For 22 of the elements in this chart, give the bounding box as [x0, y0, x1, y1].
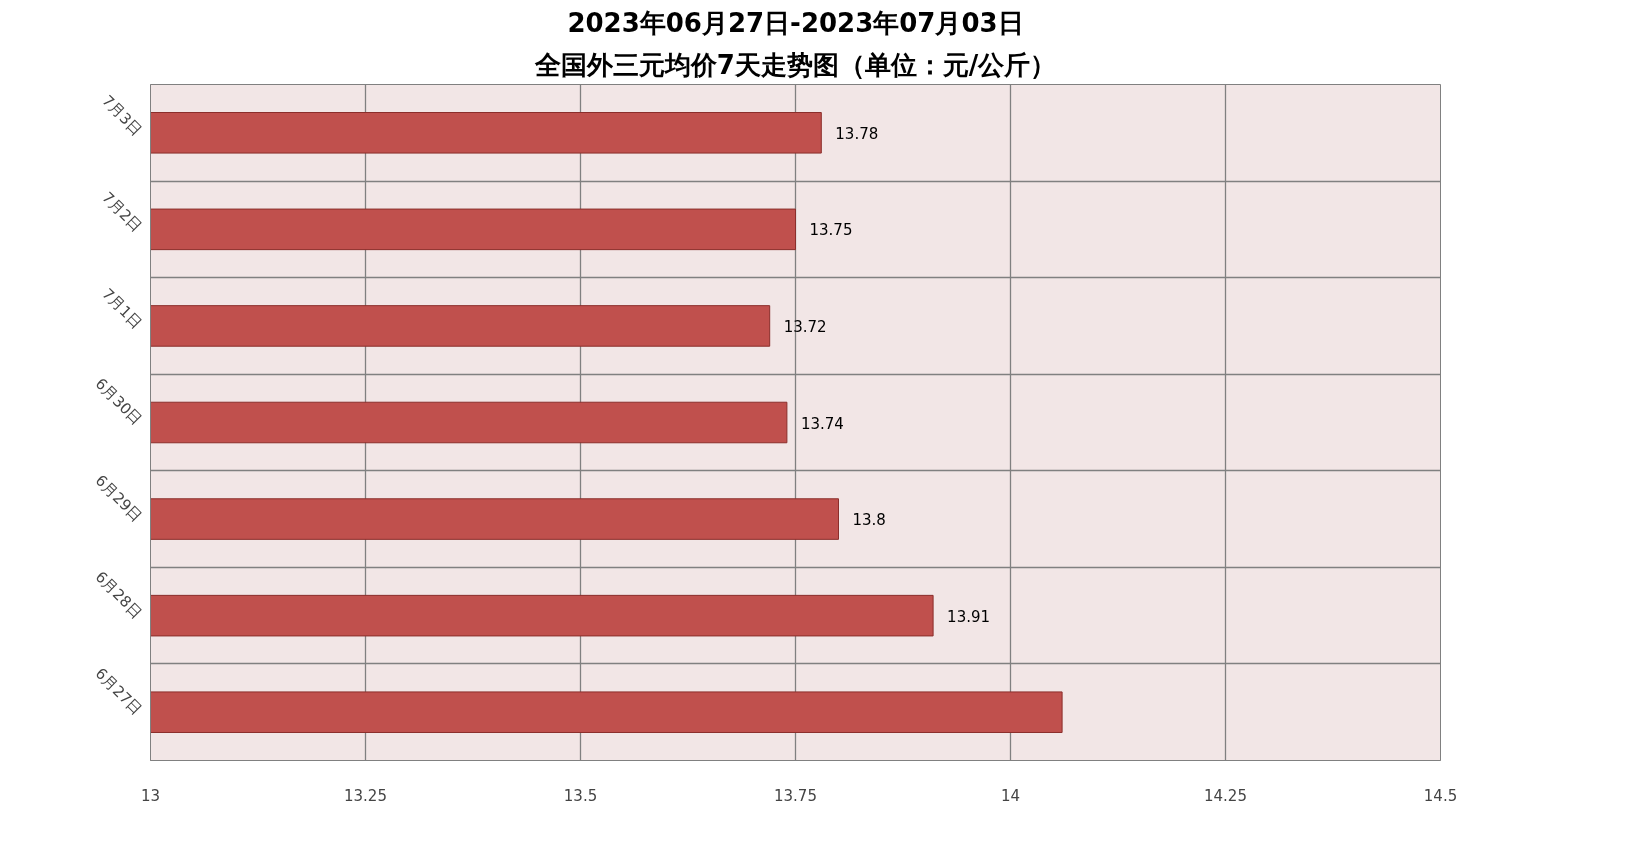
x-tick-label: 13.25 [344, 786, 387, 805]
data-label: 13.72 [783, 317, 827, 336]
y-tick-label: 7月2日 [98, 188, 146, 236]
data-label: 13.8 [852, 511, 886, 530]
data-label: 13.75 [809, 221, 853, 240]
chart-subtitle: 全国外三元均价7天走势图（单位：元/公斤） [533, 49, 1057, 80]
x-tick-label: 14.25 [1204, 786, 1247, 805]
x-tick-label: 13.75 [774, 786, 817, 805]
data-label: 13.74 [800, 414, 844, 433]
y-tick-label: 6月30日 [91, 374, 146, 429]
x-tick-label: 13.5 [563, 786, 598, 805]
x-tick-label: 13 [140, 786, 161, 805]
chart-title: 2023年06月27日-2023年07月03日 [567, 7, 1024, 38]
data-label: 13.91 [947, 607, 991, 626]
x-tick-label: 14.5 [1423, 786, 1458, 805]
y-tick-label: 7月3日 [98, 91, 146, 140]
y-tick-label: 6月29日 [91, 471, 146, 526]
data-label: 13.78 [835, 124, 879, 143]
y-tick-label: 7月1日 [98, 284, 146, 333]
y-tick-label: 6月27日 [91, 664, 146, 719]
y-tick-label: 6月28日 [91, 567, 146, 623]
x-tick-label: 14 [1000, 786, 1021, 805]
